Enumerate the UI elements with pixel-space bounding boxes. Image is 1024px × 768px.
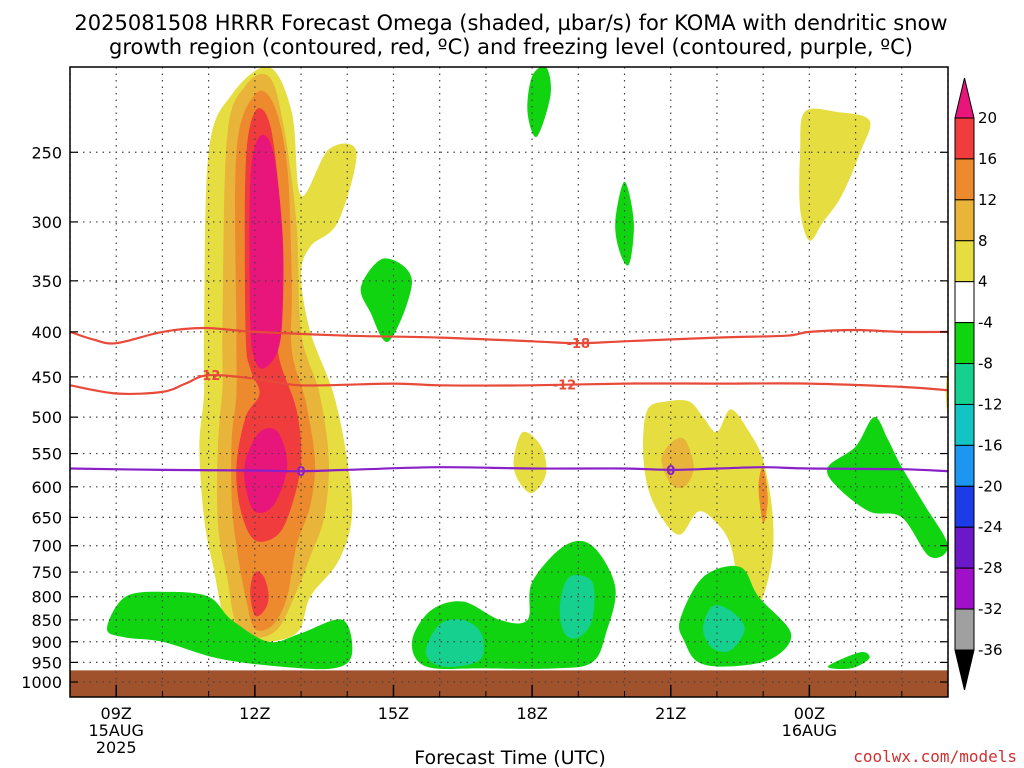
omega-region-0-3 (513, 431, 547, 494)
colorbar-label-5: -4 (978, 314, 993, 332)
omega-region-6-2 (703, 605, 745, 652)
y-tick-label-600: 600 (31, 478, 62, 497)
x-tick-label-9-2: 2025 (96, 738, 137, 757)
y-tick-label-550: 550 (31, 445, 62, 464)
axes-layer: 250 300 350 400 450 500 550 600 650 700 750 800 850 9… (21, 66, 949, 757)
colorbar: 20 16 12 8 4 -4 -8 -12 -16 -20 -24 -28 -32 -36 (954, 77, 1003, 691)
omega-region-5-0 (527, 67, 551, 137)
y-tick-label-400: 400 (31, 323, 62, 342)
colorbar-bin-7 (954, 403, 975, 446)
colorbar-bin-9 (954, 485, 975, 528)
omega-region-5-2 (360, 258, 413, 343)
colorbar-label-6: -8 (978, 355, 993, 373)
contour-snow-18 (70, 326, 948, 345)
x-tick-label-21-0: 21Z (655, 704, 686, 723)
x-tick-label-12-0: 12Z (239, 704, 270, 723)
colorbar-label-3: 8 (978, 232, 988, 250)
colorbar-label-7: -12 (978, 395, 1003, 413)
x-tick-label-9-1: 15AUG (88, 721, 143, 740)
colorbar-label-0: 20 (978, 109, 997, 127)
omega-region-5-7 (827, 651, 870, 670)
colorbar-label-10: -24 (978, 518, 1003, 536)
colorbar-bin-11 (954, 567, 975, 610)
ground-band (70, 670, 948, 697)
omega-region-4-0 (249, 134, 284, 369)
omega-region-2-1 (758, 466, 768, 524)
x-tick-label-24-0: 00Z (794, 704, 825, 723)
omega-band-6 (425, 575, 745, 667)
x-tick-label-24-1: 16AUG (782, 721, 837, 740)
y-tick-label-350: 350 (31, 272, 62, 291)
colorbar-bin-4 (954, 281, 975, 324)
y-tick-label-950: 950 (31, 653, 62, 672)
omega-shading-layer (70, 67, 948, 697)
contour-snow-12 (70, 373, 948, 396)
colorbar-bin-1 (954, 158, 975, 201)
contour-label-snow-12-1: -12 (197, 369, 221, 384)
omega-region-3-1 (250, 571, 269, 617)
contour-label-freezing-0-0: 0 (297, 465, 306, 480)
y-tick-label-1000: 1000 (21, 673, 62, 692)
y-tick-label-650: 650 (31, 508, 62, 527)
colorbar-bin-2 (954, 199, 975, 242)
contour-layer: -18 -12 -12 0 0 (70, 326, 948, 480)
omega-region-6-0 (425, 619, 484, 667)
chart-title-line2: growth region (contoured, red, ºC) and f… (109, 35, 913, 59)
colorbar-bin-3 (954, 240, 975, 283)
omega-region-0-1 (799, 108, 871, 241)
colorbar-label-1: 16 (978, 150, 997, 168)
colorbar-bin-8 (954, 444, 975, 487)
colorbar-label-12: -32 (978, 600, 1003, 618)
omega-region-5-3 (107, 591, 353, 670)
x-tick-label-9-0: 09Z (101, 704, 132, 723)
colorbar-label-13: -36 (978, 641, 1003, 659)
y-tick-label-900: 900 (31, 633, 62, 652)
x-tick-label-18-0: 18Z (516, 704, 547, 723)
colorbar-bin-6 (954, 363, 975, 405)
y-tick-label-700: 700 (31, 537, 62, 556)
y-tick-label-300: 300 (31, 213, 62, 232)
colorbar-bin-0 (954, 117, 975, 160)
contour-label-snow-18-0: -18 (567, 337, 591, 352)
colorbar-label-2: 12 (978, 191, 997, 209)
colorbar-label-9: -20 (978, 477, 1003, 495)
y-tick-label-800: 800 (31, 588, 62, 607)
colorbar-label-11: -28 (978, 559, 1003, 577)
y-tick-label-750: 750 (31, 563, 62, 582)
contour-label-freezing-0-1: 0 (666, 464, 675, 479)
colorbar-bin-12 (954, 608, 975, 651)
omega-region-5-6 (827, 417, 948, 558)
colorbar-top-triangle (954, 77, 975, 119)
contour-freezing-0 (70, 466, 948, 473)
colorbar-bin-10 (954, 526, 975, 569)
credit-text: coolwx.com/models (853, 747, 1017, 766)
colorbar-label-4: 4 (978, 273, 988, 291)
y-tick-label-850: 850 (31, 611, 62, 630)
contour-label-snow-12-0: -12 (553, 379, 577, 394)
x-axis-label: Forecast Time (UTC) (414, 747, 605, 768)
colorbar-bottom-triangle (954, 649, 975, 691)
omega-region-1-1 (661, 437, 694, 489)
y-tick-label-250: 250 (31, 143, 62, 162)
plot-frame (69, 66, 949, 698)
chart-title-line1: 2025081508 HRRR Forecast Omega (shaded, … (74, 11, 947, 35)
y-tick-label-450: 450 (31, 368, 62, 387)
x-tick-label-15-0: 15Z (378, 704, 409, 723)
y-tick-label-500: 500 (31, 408, 62, 427)
colorbar-bin-5 (954, 322, 975, 365)
colorbar-label-8: -16 (978, 436, 1003, 454)
omega-region-6-1 (559, 575, 595, 639)
